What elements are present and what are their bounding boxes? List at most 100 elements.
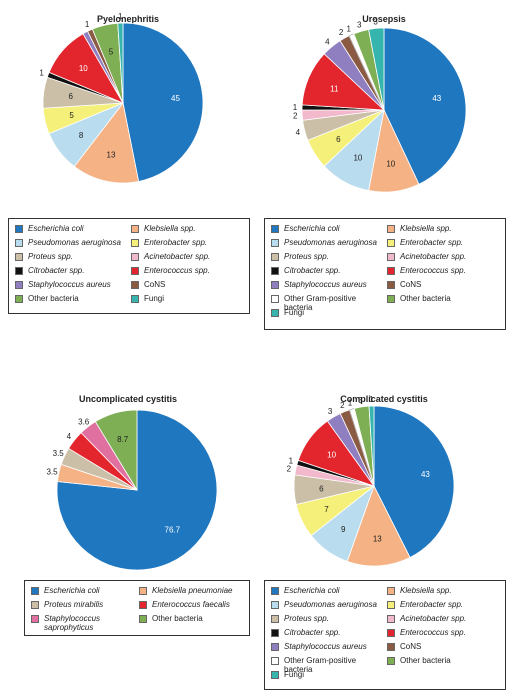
slice-label-cons: 2 [340, 401, 345, 410]
legend-item-staphylococcus-aureus: Staphylococcus aureus [271, 642, 381, 651]
legend-item-proteus-spp: Proteus spp. [15, 252, 125, 261]
legend-swatch [131, 224, 139, 233]
legend: Escherichia coli Klebsiella spp. Pseudomon… [8, 218, 250, 314]
slice-label-escherichia-coli: 43 [432, 94, 441, 103]
legend-swatch [271, 224, 279, 233]
legend-label: Other bacteria [400, 656, 451, 665]
legend-item-escherichia-coli: Escherichia coli [31, 586, 133, 595]
legend-item-fungi: Fungi [131, 294, 241, 303]
chart-title: Pyelonephritis [96, 14, 159, 24]
legend-swatch [387, 224, 395, 233]
legend-label: Acinetobacter spp. [400, 614, 467, 623]
legend-item-cons: CoNS [131, 280, 241, 289]
slice-label-klebsiella-spp: 13 [107, 150, 116, 159]
legend-item-pseudomonas-aeruginosa: Pseudomonas aeruginosa [15, 238, 125, 247]
pie-chart: 45 13 8 5 6 1 10 1 5 1 [39, 12, 204, 184]
legend-swatch [271, 266, 279, 275]
legend-label: Fungi [144, 294, 165, 303]
slice-label-other-bacteria: 8.7 [117, 435, 129, 444]
legend-label: CoNS [144, 280, 166, 289]
legend-label: Staphylococcus aureus [284, 642, 367, 651]
legend-item-fungi: Fungi [271, 308, 381, 317]
legend-label: Other Gram-positive bacteria [284, 294, 357, 312]
legend-item-pseudomonas-aeruginosa: Pseudomonas aeruginosa [271, 238, 381, 247]
pie-slice-other-bacteria [94, 409, 138, 492]
legend-item-citrobacter-spp: Citrobacter spp. [271, 628, 381, 637]
legend-swatch [271, 670, 279, 679]
slice-label-enterococcus-faecalis: 4 [67, 432, 72, 441]
slice-label-escherichia-coli: 45 [171, 94, 180, 103]
legend-swatch [131, 252, 139, 261]
slice-label-other-bacteria: 3 [357, 21, 362, 30]
slice-label-klebsiella-pneumoniae: 3.5 [46, 467, 58, 476]
slice-label-cons: 2 [339, 28, 344, 37]
legend-swatch [387, 642, 395, 651]
slice-label-cons: 1 [85, 20, 90, 29]
slice-label-escherichia-coli: 43 [421, 470, 430, 479]
legend-swatch [271, 628, 279, 637]
legend-swatch [271, 308, 279, 317]
pie-slice-fungi [368, 405, 375, 487]
legend-label: Enterococcus spp. [400, 628, 466, 637]
legend-swatch [387, 656, 395, 665]
legend-swatch [139, 586, 147, 595]
slice-label-acinetobacter-spp: 2 [293, 112, 298, 121]
legend-swatch [271, 600, 279, 609]
legend-swatch [387, 600, 395, 609]
complicated-cystitis-panel: Complicated cystitis 43 13 9 7 6 2 1 10 3 2 1 3 1 Es… [256, 380, 512, 696]
slice-label-acinetobacter-spp: 2 [287, 465, 292, 474]
legend-swatch [15, 294, 23, 303]
legend-swatch [131, 238, 139, 247]
legend-item-other-bacteria: Other bacteria [139, 614, 241, 623]
legend-swatch [31, 586, 39, 595]
legend-label: CoNS [400, 280, 422, 289]
legend-swatch [15, 224, 23, 233]
legend-item-other-gram-positive-bacteria: Other Gram-positive bacteria [271, 656, 381, 674]
slice-label-fungi: 1 [369, 395, 374, 404]
legend-item-enterobacter-spp: Enterobacter spp. [131, 238, 241, 247]
legend-swatch [271, 614, 279, 623]
legend-swatch [271, 642, 279, 651]
legend-label: Enterococcus faecalis [152, 600, 230, 609]
legend-item-acinetobacter-spp: Acinetobacter spp. [387, 252, 497, 261]
legend-item-escherichia-coli: Escherichia coli [271, 224, 381, 233]
legend-item-enterococcus-spp: Enterococcus spp. [131, 266, 241, 275]
legend-label: Escherichia coli [284, 586, 340, 595]
legend-item-staphylococcus-aureus: Staphylococcus aureus [15, 280, 125, 289]
pie-slice-fungi [117, 22, 124, 104]
legend-label: Pseudomonas aeruginosa [28, 238, 121, 247]
pie-chart: 76.73.53.543.68.7 [46, 409, 218, 571]
slice-label-proteus-spp: 6 [319, 485, 324, 494]
legend-item-other-bacteria: Other bacteria [387, 294, 497, 303]
pie-slice-escherichia-coli [122, 22, 204, 182]
legend-swatch [387, 280, 395, 289]
legend-label: Citrobacter spp. [28, 266, 85, 275]
legend-label: Citrobacter spp. [284, 266, 341, 275]
uncomplicated-cystitis-panel: Uncomplicated cystitis 76.7 3.5 3.5 4 3.6 8.7… [0, 380, 256, 650]
slice-label-proteus-spp: 6 [68, 92, 73, 101]
legend-label: Fungi [284, 308, 305, 317]
legend-item-enterobacter-spp: Enterobacter spp. [387, 238, 497, 247]
legend-item-other-gram-positive-bacteria: Other Gram-positive bacteria [271, 294, 381, 312]
pie-slice-fungi [368, 27, 385, 111]
legend-item-staphylococcus-aureus: Staphylococcus aureus [271, 280, 381, 289]
legend-item-citrobacter-spp: Citrobacter spp. [271, 266, 381, 275]
slice-label-klebsiella-spp: 10 [386, 160, 395, 169]
slice-label-fungi: 3 [373, 17, 378, 26]
legend-swatch [15, 266, 23, 275]
legend-swatch [387, 628, 395, 637]
chart-title: Uncomplicated cystitis [78, 394, 178, 404]
legend-item-staphylococcus-saprophyticus: Staphylococcus saprophyticus [31, 614, 133, 632]
legend-item-proteus-spp: Proteus spp. [271, 614, 381, 623]
legend-item-klebsiella-spp: Klebsiella spp. [387, 586, 497, 595]
legend-item-acinetobacter-spp: Acinetobacter spp. [131, 252, 241, 261]
pie-slice-escherichia-coli [373, 405, 455, 558]
legend-label: Acinetobacter spp. [400, 252, 467, 261]
urosepsis-panel: Urosepsis 43 10 10 6 4 2 1 11 4 2 1 3 3 Escherichia … [256, 0, 512, 340]
slice-label-other-gram-positive-bacteria: 1 [348, 398, 353, 407]
legend-item-enterobacter-spp: Enterobacter spp. [387, 600, 497, 609]
slice-label-proteus-spp: 4 [296, 128, 301, 137]
legend-swatch [271, 294, 279, 303]
legend-swatch [31, 614, 39, 623]
